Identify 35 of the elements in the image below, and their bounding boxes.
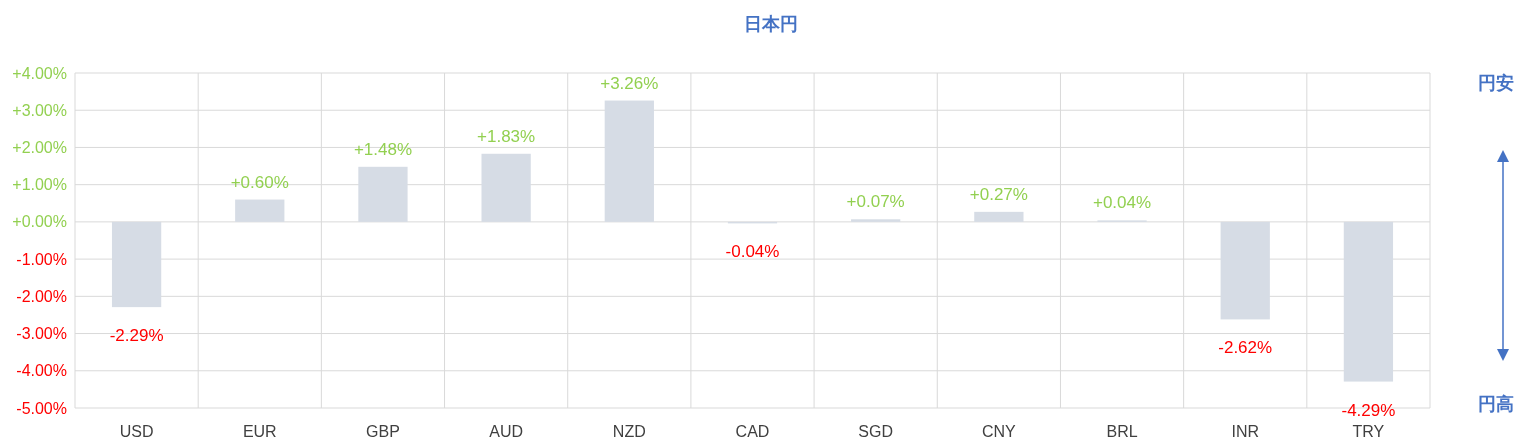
x-tick-label: BRL: [1106, 423, 1138, 440]
y-tick-label: +3.00%: [12, 101, 67, 119]
x-tick-label: AUD: [489, 423, 524, 440]
data-label: -2.62%: [1218, 338, 1273, 358]
y-tick-label: +1.00%: [12, 176, 67, 194]
chart-title: 日本円: [743, 14, 798, 34]
data-label: -0.04%: [725, 242, 780, 262]
x-tick-label: SGD: [858, 423, 894, 440]
y-tick-label: +2.00%: [12, 139, 67, 157]
x-tick-label: CAD: [735, 423, 770, 440]
x-tick-label: GBP: [366, 423, 400, 440]
data-label: +0.27%: [969, 184, 1028, 204]
data-label: -4.29%: [1341, 400, 1396, 420]
y-tick-label: -5.00%: [16, 399, 67, 417]
y-tick-label: +0.00%: [12, 213, 67, 231]
data-label: +3.26%: [600, 73, 659, 93]
x-tick-label: TRY: [1352, 423, 1385, 440]
text: 円高: [1478, 394, 1514, 414]
data-label: +0.04%: [1092, 193, 1152, 213]
x-tick-label: CNY: [981, 423, 1017, 440]
x-tick-label: USD: [119, 423, 154, 440]
data-label: +0.60%: [230, 172, 289, 192]
x-tick-label: NZD: [612, 423, 646, 440]
x-tick-label: INR: [1231, 423, 1260, 440]
y-tick-label: -4.00%: [16, 362, 67, 380]
y-tick-label: -3.00%: [16, 325, 67, 343]
text: 円安: [1478, 73, 1514, 93]
y-tick-label: +4.00%: [12, 64, 67, 82]
y-tick-label: -1.00%: [16, 250, 67, 268]
x-tick-label: EUR: [242, 423, 277, 440]
y-tick-label: -2.00%: [16, 287, 67, 305]
data-label: -2.29%: [109, 326, 164, 346]
data-label: +1.48%: [353, 139, 413, 159]
data-label: +0.07%: [846, 192, 905, 212]
data-label: +1.83%: [477, 126, 536, 146]
